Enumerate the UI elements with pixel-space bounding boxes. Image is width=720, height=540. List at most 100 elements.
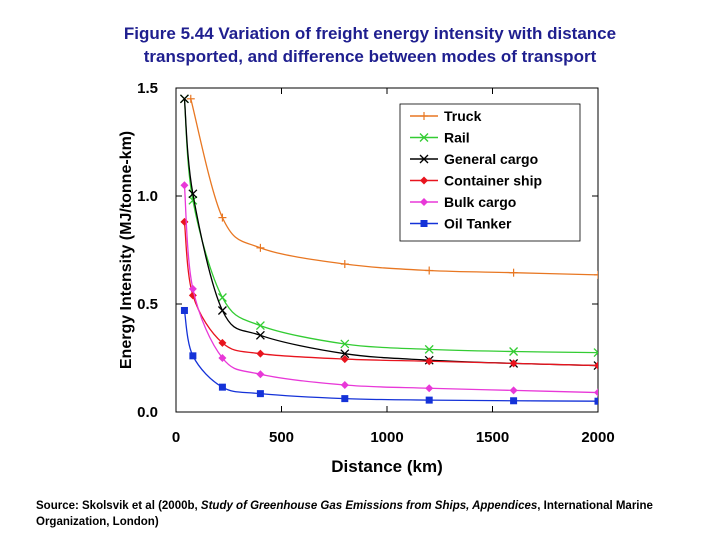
legend-item-oil-tanker: Oil Tanker <box>410 216 512 232</box>
x-tick-label: 1000 <box>370 429 403 446</box>
data-point-rail <box>340 339 350 349</box>
data-point-bulk-cargo <box>188 284 197 293</box>
x-tick-label: 500 <box>269 429 294 446</box>
marker-stroke <box>419 133 429 142</box>
x-tick-label: 2000 <box>581 429 614 446</box>
marker-stroke <box>179 94 189 104</box>
legend-swatch-marker <box>419 154 429 164</box>
data-point-bulk-cargo <box>594 388 598 397</box>
marker-stroke <box>188 195 198 205</box>
data-point-truck <box>218 213 227 222</box>
data-point-general-cargo <box>179 94 189 104</box>
data-point-truck <box>594 270 598 279</box>
data-point-truck <box>340 260 349 269</box>
marker-stroke <box>593 351 598 358</box>
legend-swatch-marker <box>419 133 429 142</box>
series-oil-tanker <box>180 306 598 405</box>
data-point-oil-tanker <box>180 306 188 314</box>
data-point-rail <box>255 321 265 331</box>
marker-stroke <box>340 349 350 359</box>
data-point-bulk-cargo <box>256 370 265 379</box>
source-prefix: Source: Skolsvik et al (2000b, <box>36 500 201 512</box>
marker-stroke <box>255 330 265 340</box>
data-point-container-ship <box>509 359 518 368</box>
data-point-container-ship <box>340 355 349 364</box>
data-point-rail <box>593 348 598 358</box>
data-point-bulk-cargo <box>180 181 189 190</box>
data-point-bulk-cargo <box>340 381 349 389</box>
data-point-oil-tanker <box>218 383 226 391</box>
marker-stroke <box>188 189 198 199</box>
marker-stroke <box>217 306 227 315</box>
series-container-ship <box>180 217 598 370</box>
legend-label: Truck <box>444 108 482 124</box>
y-tick-label: 1.0 <box>137 188 158 205</box>
legend-item-truck: Truck <box>410 108 482 124</box>
data-point-container-ship <box>425 357 434 366</box>
legend-box <box>399 103 581 242</box>
data-point-container-ship <box>256 349 265 358</box>
data-point-truck <box>509 268 518 277</box>
y-axis-label: Energy Intensity (MJ/tonne-km) <box>118 131 135 369</box>
data-point-rail <box>509 347 519 356</box>
data-point-general-cargo <box>217 306 227 315</box>
data-point-container-ship <box>218 338 227 347</box>
data-point-truck <box>425 266 434 275</box>
y-tick-label: 0.5 <box>137 296 158 313</box>
legend-item-bulk-cargo: Bulk cargo <box>410 194 516 210</box>
legend: Truck Rail General cargo Container ship Bulk… <box>399 103 581 242</box>
marker-stroke <box>255 321 265 331</box>
legend-label: General cargo <box>444 151 538 167</box>
marker-stroke <box>424 344 434 354</box>
legend-label: Oil Tanker <box>444 216 512 232</box>
series-bulk-cargo <box>180 181 598 397</box>
data-point-bulk-cargo <box>425 384 434 393</box>
data-point-container-ship <box>594 361 598 370</box>
data-point-container-ship <box>180 217 189 226</box>
marker-stroke <box>217 293 227 302</box>
data-point-general-cargo <box>255 330 265 340</box>
data-point-general-cargo <box>340 349 350 359</box>
figure-title-line-1: Figure 5.44 Variation of freight energy … <box>123 24 617 43</box>
legend-label: Rail <box>444 130 470 146</box>
data-point-oil-tanker <box>256 390 264 398</box>
series-truck <box>186 94 598 279</box>
legend-item-general-cargo: General cargo <box>410 151 538 167</box>
figure-title-line-2: transported, and difference between mode… <box>143 47 597 66</box>
data-point-oil-tanker <box>594 397 598 405</box>
data-point-bulk-cargo <box>509 386 518 395</box>
marker-stroke <box>419 154 429 164</box>
legend-label: Bulk cargo <box>444 194 516 210</box>
data-point-oil-tanker <box>189 352 197 360</box>
legend-swatch-marker <box>420 220 428 227</box>
marker-stroke <box>593 348 598 354</box>
legend-swatch-marker <box>420 176 428 185</box>
y-tick-label: 0.0 <box>137 404 158 421</box>
x-axis-label: Distance (km) <box>331 457 442 476</box>
data-point-bulk-cargo <box>218 354 227 362</box>
data-point-oil-tanker <box>425 396 433 404</box>
source-suffix: , International Marine Organization, Lon… <box>36 500 653 528</box>
marker-stroke <box>509 347 519 356</box>
source-italic-title: Study of Greenhouse Gas Emissions from S… <box>200 500 538 512</box>
data-point-general-cargo <box>593 361 598 371</box>
data-point-truck <box>256 243 265 252</box>
data-point-rail <box>424 344 434 354</box>
legend-swatch-marker <box>420 112 428 120</box>
figure-title: Figure 5.44 Variation of freight energy … <box>40 22 700 68</box>
data-point-truck <box>186 94 195 103</box>
source-note: Source: Skolsvik et al (2000b, Study of … <box>36 498 696 530</box>
legend-label: Container ship <box>444 173 542 189</box>
marker-stroke <box>340 339 350 349</box>
legend-item-rail: Rail <box>410 130 470 146</box>
data-point-general-cargo <box>188 189 198 199</box>
data-point-oil-tanker <box>341 395 349 403</box>
data-point-rail <box>188 195 198 205</box>
y-tick-label: 1.5 <box>137 80 158 97</box>
marker-stroke <box>593 361 598 367</box>
data-point-oil-tanker <box>510 397 518 405</box>
legend-swatch-marker <box>420 198 428 206</box>
data-point-rail <box>217 293 227 302</box>
x-tick-label: 1500 <box>476 429 509 446</box>
